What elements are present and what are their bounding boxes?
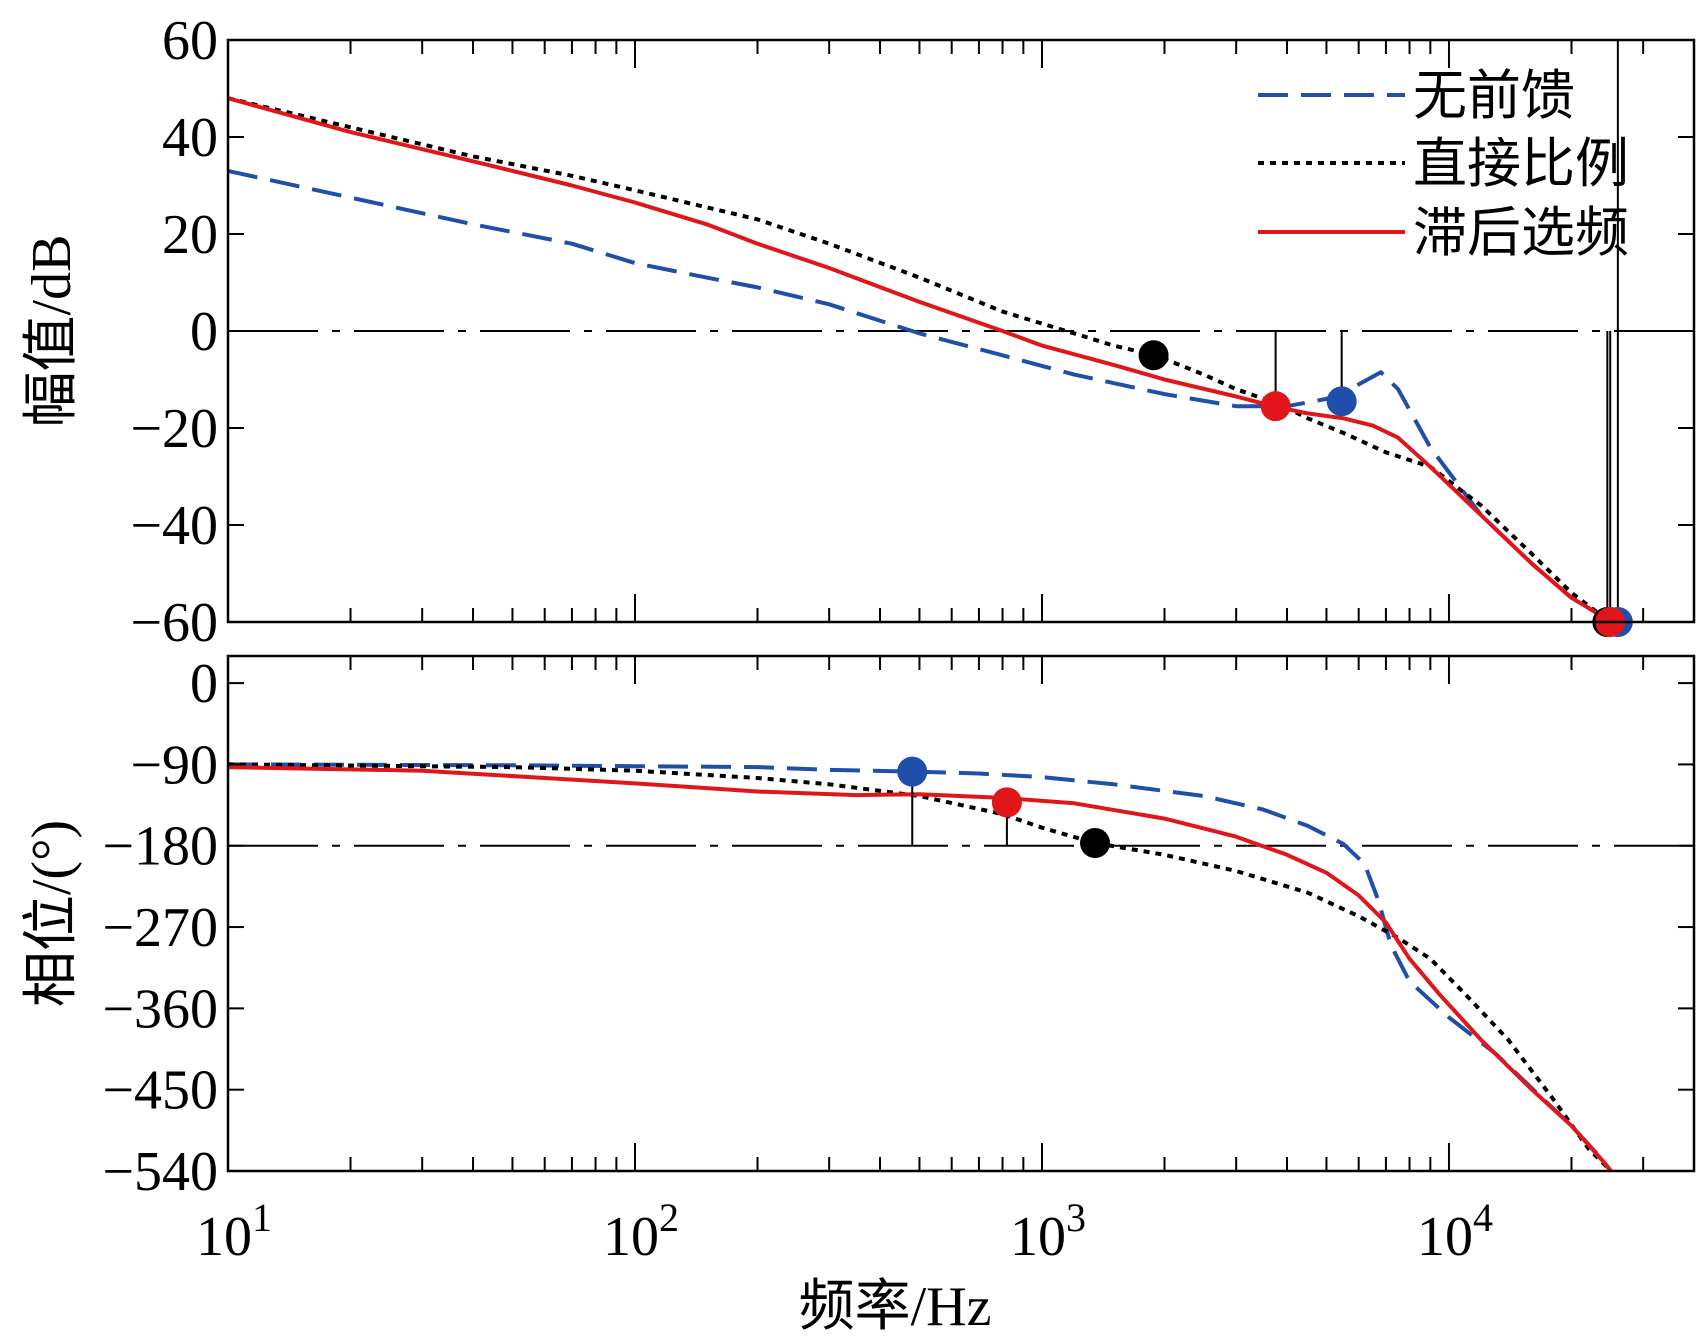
magnitude-series: [227, 96, 1619, 624]
crossover-marker-no-feedforward: [1326, 386, 1357, 417]
phase-y-axis-title: 相位/(°): [21, 820, 83, 1007]
y-tick-label: 20: [162, 204, 218, 266]
phase-y-tick-labels: 0 −90 −180 −270 −360 −450 −540: [102, 653, 218, 1203]
phase-ticks: [227, 656, 1695, 1172]
phase-markers: [897, 756, 1111, 859]
crossover-marker-lag-frequency-selection: [991, 787, 1022, 818]
series-line-direct-proportional: [227, 762, 1613, 1173]
phase-series: [227, 762, 1613, 1173]
magnitude-frame: [226, 38, 1696, 624]
y-tick-label: −540: [102, 1141, 218, 1203]
y-tick-label: −180: [102, 816, 218, 878]
crossover-marker-lag-frequency-selection: [1260, 391, 1291, 422]
x-tick-label: 103: [1010, 1195, 1086, 1268]
magnitude-ticks: [227, 39, 1695, 623]
legend-label-lag-frequency-selection: 滞后选频: [1413, 203, 1629, 263]
y-tick-label: −270: [102, 897, 218, 959]
magnitude-panel: 60 40 20 0 −20 −40 −60 幅值/dB: [21, 10, 1696, 654]
series-line-lag-frequency-selection: [227, 765, 1613, 1173]
x-axis-title: 频率/Hz: [799, 1276, 992, 1338]
y-tick-label: −20: [130, 398, 218, 460]
x-tick-label: 101: [196, 1195, 272, 1268]
y-tick-label: 60: [162, 10, 218, 72]
x-tick-label: 102: [603, 1195, 679, 1268]
phase-marker-stems: [911, 771, 1008, 846]
y-tick-label: 40: [162, 107, 218, 169]
y-tick-label: −60: [130, 592, 218, 654]
magnitude-y-axis-title: 幅值/dB: [21, 235, 83, 428]
y-tick-label: 0: [190, 301, 218, 363]
y-tick-label: −360: [102, 978, 218, 1040]
legend: 无前馈 直接比例 滞后选频: [1258, 66, 1629, 263]
y-tick-label: −90: [130, 734, 218, 796]
magnitude-marker-stems: [1274, 40, 1619, 622]
magnitude-markers: [1138, 340, 1633, 637]
y-tick-label: −450: [102, 1060, 218, 1122]
legend-label-no-feedforward: 无前馈: [1413, 66, 1575, 126]
series-line-lag-frequency-selection: [227, 96, 1613, 624]
y-tick-label: −40: [130, 495, 218, 557]
series-line-no-feedforward: [227, 762, 1613, 1173]
crossover-marker-direct-proportional: [1080, 828, 1111, 859]
crossover-marker-direct-proportional: [1138, 340, 1169, 371]
legend-label-direct-proportional: 直接比例: [1413, 134, 1629, 194]
series-line-direct-proportional: [227, 96, 1613, 624]
phase-panel: 0 −90 −180 −270 −360 −450 −540 相位/(°): [21, 653, 1696, 1203]
phase-frame: [226, 654, 1696, 1173]
x-tick-label: 104: [1417, 1195, 1493, 1268]
y-tick-label: 0: [190, 653, 218, 715]
x-tick-labels: 101 102 103 104: [196, 1195, 1493, 1268]
crossover-marker-no-feedforward: [897, 756, 928, 787]
magnitude-y-tick-labels: 60 40 20 0 −20 −40 −60: [130, 10, 218, 654]
series-line-no-feedforward: [227, 168, 1619, 624]
